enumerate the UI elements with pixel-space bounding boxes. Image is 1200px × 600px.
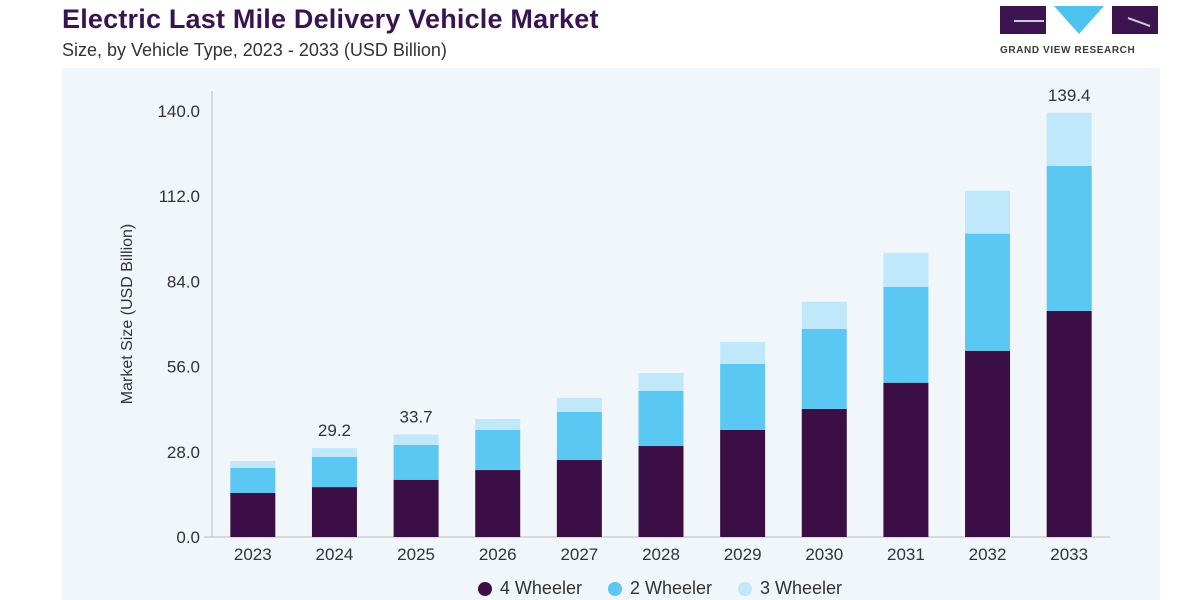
data-label: 139.4 xyxy=(1048,86,1091,105)
bar-3-wheeler-2024 xyxy=(311,448,357,457)
bar-3-wheeler-2031 xyxy=(883,252,929,287)
bar-3-wheeler-2029 xyxy=(720,341,766,364)
legend-item: 2 Wheeler xyxy=(607,578,713,599)
y-axis-label: Market Size (USD Billion) xyxy=(119,224,136,404)
bar-4-wheeler-2026 xyxy=(475,470,521,537)
y-tick-label: 0.0 xyxy=(176,528,200,547)
x-tick-label: 2026 xyxy=(479,545,517,564)
chart-title: Electric Last Mile Delivery Vehicle Mark… xyxy=(62,4,599,34)
y-tick-label: 84.0 xyxy=(167,272,200,291)
bar-2-wheeler-2025 xyxy=(393,444,439,480)
bar-2-wheeler-2029 xyxy=(720,363,766,430)
x-tick-label: 2023 xyxy=(234,545,272,564)
bar-4-wheeler-2024 xyxy=(311,487,357,537)
bar-4-wheeler-2025 xyxy=(393,479,439,537)
x-tick-label: 2024 xyxy=(316,545,354,564)
bar-2-wheeler-2031 xyxy=(883,286,929,383)
grand-view-research-logo: GRAND VIEW RESEARCH xyxy=(1000,6,1160,56)
legend-label: 4 Wheeler xyxy=(499,578,582,598)
bar-4-wheeler-2027 xyxy=(556,460,602,537)
x-tick-label: 2032 xyxy=(969,545,1007,564)
legend-dot-icon xyxy=(477,581,492,596)
legend-label: 3 Wheeler xyxy=(760,578,843,598)
bar-3-wheeler-2025 xyxy=(393,434,439,445)
legend-item: 3 Wheeler xyxy=(738,578,842,599)
bar-2-wheeler-2027 xyxy=(556,411,602,461)
bar-4-wheeler-2032 xyxy=(965,350,1011,537)
bar-2-wheeler-2033 xyxy=(1046,165,1092,311)
x-tick-label: 2030 xyxy=(805,545,843,564)
y-tick-label: 112.0 xyxy=(159,187,200,206)
bar-2-wheeler-2023 xyxy=(230,467,276,493)
bar-2-wheeler-2028 xyxy=(638,390,684,447)
bar-3-wheeler-2028 xyxy=(638,372,684,391)
bar-3-wheeler-2023 xyxy=(230,460,276,468)
legend-label: 2 Wheeler xyxy=(629,578,713,598)
y-tick-label: 140.0 xyxy=(157,102,200,121)
bar-2-wheeler-2032 xyxy=(965,233,1011,351)
bar-4-wheeler-2023 xyxy=(230,492,276,537)
legend-dot-icon xyxy=(607,581,622,596)
x-tick-label: 2027 xyxy=(560,545,598,564)
x-tick-label: 2028 xyxy=(642,545,680,564)
logo-text: GRAND VIEW RESEARCH xyxy=(1000,45,1136,56)
bar-2-wheeler-2026 xyxy=(475,429,521,471)
legend: 4 Wheeler 2 Wheeler 3 Wheeler xyxy=(0,578,1200,599)
legend-item: 4 Wheeler xyxy=(477,578,582,599)
bar-4-wheeler-2028 xyxy=(638,446,684,537)
x-tick-label: 2031 xyxy=(887,545,925,564)
bar-4-wheeler-2031 xyxy=(883,382,929,537)
bar-4-wheeler-2030 xyxy=(801,408,847,537)
x-tick-label: 2025 xyxy=(397,545,435,564)
y-tick-label: 56.0 xyxy=(167,358,200,377)
bar-3-wheeler-2027 xyxy=(556,397,602,412)
bar-3-wheeler-2033 xyxy=(1046,112,1092,166)
bar-4-wheeler-2033 xyxy=(1046,310,1092,537)
x-tick-label: 2029 xyxy=(724,545,762,564)
chart-subtitle: Size, by Vehicle Type, 2023 - 2033 (USD … xyxy=(62,40,447,60)
bar-2-wheeler-2024 xyxy=(311,456,357,488)
bar-3-wheeler-2026 xyxy=(475,418,521,430)
bar-3-wheeler-2030 xyxy=(801,301,847,329)
data-label: 29.2 xyxy=(318,421,351,440)
x-tick-label: 2033 xyxy=(1050,545,1088,564)
data-label: 33.7 xyxy=(400,407,433,426)
bar-3-wheeler-2032 xyxy=(965,190,1011,234)
gvr-logo-icon xyxy=(1000,6,1158,34)
bar-4-wheeler-2029 xyxy=(720,429,766,537)
bar-2-wheeler-2030 xyxy=(801,328,847,409)
y-tick-label: 28.0 xyxy=(167,443,200,462)
legend-dot-icon xyxy=(738,581,753,596)
